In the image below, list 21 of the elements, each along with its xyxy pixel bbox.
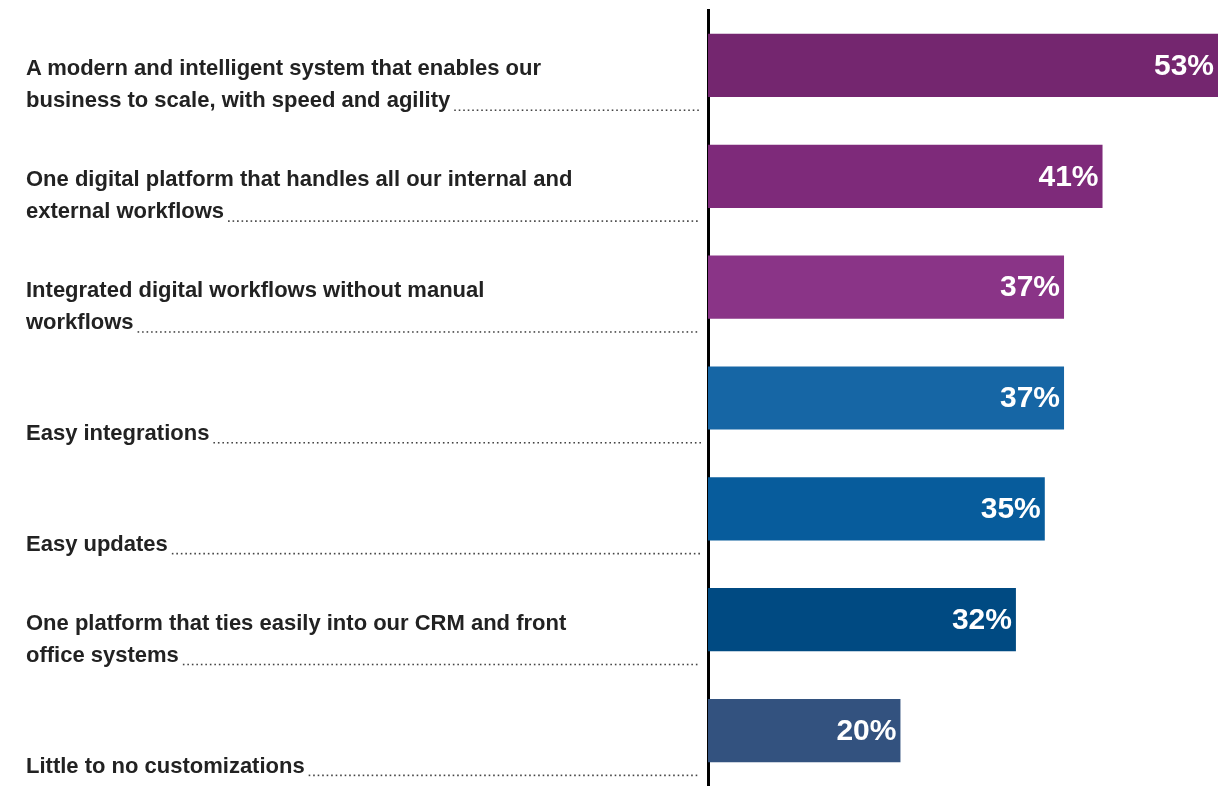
bar [708, 366, 1065, 430]
data-label: 32% [951, 601, 1012, 635]
data-label: 53% [1153, 47, 1214, 81]
y-tick-label: One digital platform that handles all our internal and external workflows [26, 166, 573, 224]
data-label: 37% [999, 269, 1061, 303]
bar [708, 588, 1016, 652]
bar [708, 255, 1065, 319]
data-label: 41% [1038, 158, 1099, 192]
bar [708, 33, 1218, 98]
bar [708, 144, 1103, 208]
y-tick-label: Easy integrations [26, 420, 210, 446]
bar [708, 698, 901, 763]
bar [708, 477, 1045, 541]
y-tick-label: One platform that ties easily into our CRM and front office systems [26, 609, 567, 667]
y-tick-label: A modern and intelligent system that enables our business to scale, with speed and agility [26, 55, 542, 113]
y-tick-label: Easy updates [26, 530, 168, 556]
data-label: 35% [980, 491, 1041, 525]
data-label: 20% [836, 712, 897, 746]
data-label: 37% [999, 380, 1061, 414]
y-tick-label: Integrated digital workflows without manual workflows [25, 277, 485, 335]
y-tick-label: Little to no customizations [26, 752, 305, 778]
